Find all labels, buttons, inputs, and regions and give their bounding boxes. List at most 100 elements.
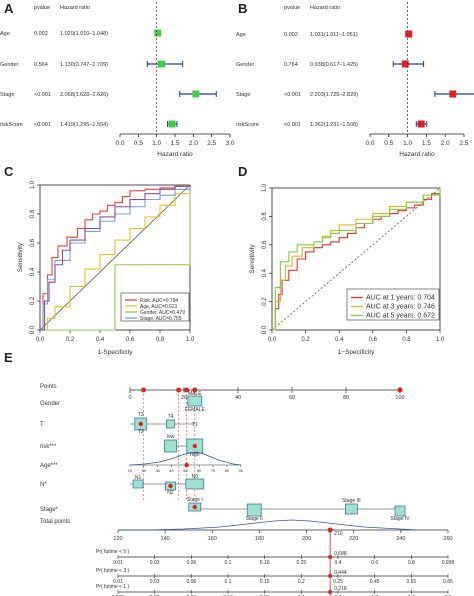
y-tick-label: 0.6 <box>30 238 36 247</box>
survival-tick-label: 0.01 <box>113 579 123 585</box>
chance-diagonal <box>271 187 441 331</box>
x-tick-label: 2.0 <box>441 140 450 147</box>
survival-tick-label: 0.2 <box>298 579 305 585</box>
x-tick-label: 1.0 <box>403 140 412 147</box>
selected-marker <box>168 483 173 489</box>
y-tick-label: 0.0 <box>30 325 36 334</box>
row-label: Age <box>236 32 246 38</box>
legend-entry: Risk, AUC=0.794 <box>140 298 178 304</box>
row-pvalue: 0.002 <box>34 31 48 37</box>
row-hr-text: 2.068(1.628–2.626) <box>60 92 108 98</box>
n-marker-label: N1 <box>135 475 142 481</box>
x-tick-label: 1.5 <box>170 140 179 147</box>
points-tick-label: 100 <box>395 395 404 401</box>
row-label: Age <box>0 31 10 37</box>
pvalue-header: pvalue <box>284 5 300 11</box>
legend-box <box>120 292 190 322</box>
age-tick-label: 60 <box>197 468 202 473</box>
total-density-curve <box>118 519 419 531</box>
gender-marker-label: FEMALE <box>185 407 206 413</box>
variable-label: Stage* <box>40 507 59 513</box>
x-axis-title: Hazard ratio <box>399 151 435 158</box>
panel-label-e: E <box>4 350 13 365</box>
survival-tick-label: 0.03 <box>150 560 160 566</box>
row-pvalue: <0.001 <box>284 122 301 128</box>
row-label: Gender <box>236 62 255 68</box>
row-pvalue: 0.002 <box>284 32 298 38</box>
x-tick-label: 3.0 <box>225 140 234 147</box>
x-tick-label: 0.6 <box>369 337 378 343</box>
hr-text-header: Hazard ratio <box>310 5 340 11</box>
survival-tick-label: 0.03 <box>150 579 160 585</box>
selected-marker <box>192 504 197 510</box>
survival-tick-label: 0.85 <box>443 579 453 585</box>
selected-marker <box>184 462 189 468</box>
total-tick-label: 220 <box>349 536 358 542</box>
legend-entry: AUC at 3 years: 0.746 <box>366 304 435 311</box>
legend: AUC at 1 years: 0.704 AUC at 3 years: 0.7… <box>346 288 440 321</box>
survival-marker <box>328 555 333 559</box>
roc-plot-c: 0.00.0 0.2 0.2 0.4 0.4 0.6 0.6 0.8 0.8 1.0 1.0 1-Sp… <box>17 180 195 356</box>
row-label: Stage <box>0 92 14 98</box>
t-box <box>166 419 175 429</box>
age-density-curve <box>129 451 241 466</box>
survival-row-label: Pr( futime < 1 ) <box>96 584 130 590</box>
points-tick-label: 0 <box>128 395 131 401</box>
stage-box <box>246 503 262 517</box>
hr-marker <box>154 29 162 37</box>
y-tick-label: 0.2 <box>30 296 36 305</box>
survival-tick-label: 0.8 <box>408 560 415 566</box>
stage-marker-label: Stage II <box>246 516 263 522</box>
stage-marker-label: Stage IV <box>390 516 410 522</box>
row-hr-text: 0.938(0.617–1.425) <box>310 62 358 68</box>
legend-box <box>346 288 440 321</box>
age-tick-label: 30 <box>155 468 160 473</box>
stage-marker-label: Stage III <box>342 498 361 504</box>
age-tick-label: 90 <box>238 468 243 473</box>
points-tick-label: 80 <box>343 395 349 401</box>
row-label: riskScore <box>0 122 23 128</box>
x-tick-label: 2.5 <box>459 140 468 147</box>
panel-label-d: D <box>238 164 247 179</box>
survival-tick-label: 0.01 <box>113 560 123 566</box>
row-label: riskScore <box>236 122 259 128</box>
roc-plot-d: 0.00.0 0.2 0.2 0.4 0.4 0.6 0.6 0.8 0.8 1.0 1.0 1−Sp… <box>249 183 445 356</box>
survival-tick-label: 0.6 <box>371 560 378 566</box>
hr-marker <box>417 120 425 128</box>
legend-entry: Age, AUC=0.621 <box>140 304 178 310</box>
roc-curve-1 <box>272 188 441 331</box>
variable-label: Age*** <box>40 463 58 469</box>
x-tick-label: 0.8 <box>156 337 165 343</box>
survival-value: 0.218 <box>334 586 347 592</box>
row-label: Gender <box>0 62 19 68</box>
x-tick-label: 1.0 <box>152 140 161 147</box>
survival-tick-label: 0.45 <box>370 579 380 585</box>
n-marker-label: N2 <box>167 490 174 496</box>
survival-tick-label: 0.25 <box>296 560 306 566</box>
points-tick-label: 60 <box>289 395 295 401</box>
x-tick-label: 0.0 <box>36 337 45 343</box>
hr-marker <box>401 60 409 68</box>
x-tick-label: 0.6 <box>126 337 135 343</box>
survival-tick-label: 0.1 <box>225 579 232 585</box>
x-tick-label: 1.0 <box>436 337 445 343</box>
total-tick-label: 120 <box>113 536 122 542</box>
n-marker-label: N0 <box>192 474 199 480</box>
total-value: 210 <box>334 531 343 537</box>
row-hr-text: 1.362(1.231–1.508) <box>310 122 358 128</box>
t-marker-label: T1 <box>192 422 198 428</box>
hr-marker <box>168 120 176 128</box>
variable-label: Gender <box>40 401 60 407</box>
total-tick-label: 240 <box>396 536 405 542</box>
x-axis-title: 1-Specificity <box>97 349 133 356</box>
hr-marker <box>449 90 457 98</box>
survival-tick-label: 0.4 <box>335 560 342 566</box>
row-pvalue: <0.001 <box>34 92 51 98</box>
roc-curve-5 <box>40 185 191 331</box>
gender-marker-label: MALE <box>188 391 202 397</box>
survival-value: 0.688 <box>334 551 347 557</box>
chance-diagonal <box>39 184 191 331</box>
risk-marker-label: high <box>190 452 200 458</box>
x-tick-label: 0.0 <box>115 140 124 147</box>
